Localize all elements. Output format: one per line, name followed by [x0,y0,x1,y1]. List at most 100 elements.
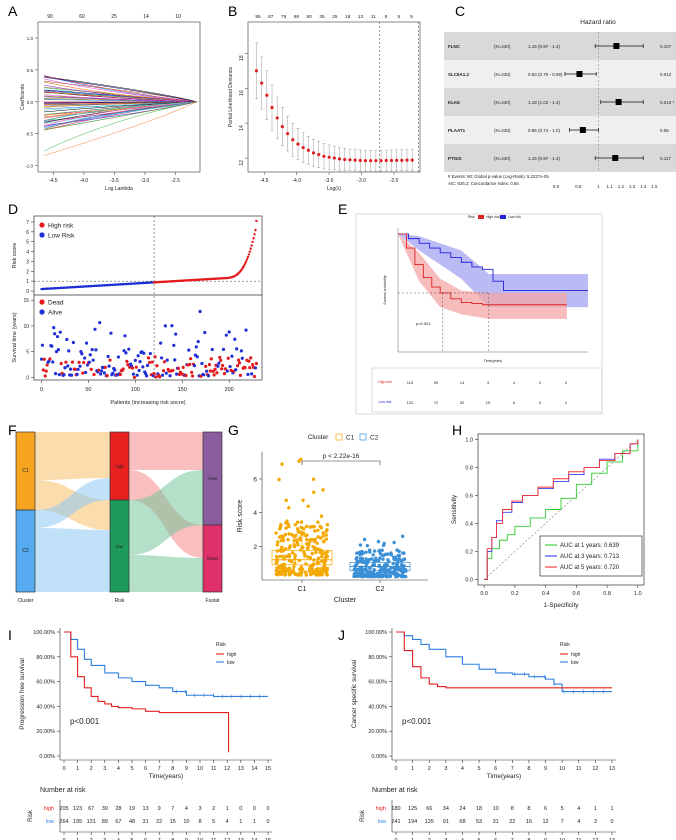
panel-d-status-point [69,373,74,377]
panel-d-status-point [188,362,192,366]
panel-g-point [372,549,377,553]
panel-g-point [304,573,308,577]
panel-h-ytick-label: 0.6 [465,494,473,500]
panel-c-xtick-label: 0.8 [575,184,582,189]
panel-c-hr-box [613,43,620,49]
panel-i-risk-cell: 15 [170,819,176,825]
panel-g-point [287,524,291,529]
panel-g-point [292,565,296,569]
panel-j-ytick-label: 80.00% [368,655,387,661]
panel-i-ytick-label: 100.00% [33,630,55,636]
panel-j-pvalue: p<0.001 [402,717,432,726]
panel-g-point [286,537,290,542]
panel-j-risk-cell: 1 [610,806,613,812]
panel-d-status-point [160,373,165,377]
panel-a-coef-path [44,81,197,103]
panel-d-xtick-label: 50 [85,387,91,393]
panel-i-xtick-label: 0 [62,766,65,772]
panel-h-ytick-label: 0.8 [465,466,473,472]
panel-d-status-point [206,374,211,378]
panel-i-risk-cell: 10 [183,819,189,825]
panel-e-table-cell: 15 [486,400,491,405]
panel-c-hr-box [615,99,622,105]
panel-g-point [402,551,406,555]
panel-d-status-point [122,349,126,353]
panel-d-status-point [251,363,255,367]
panel-a-coef-path [44,77,197,103]
panel-b-xtick-label: -4.5 [260,178,269,184]
panel-j-ytick-label: 20.00% [368,729,387,735]
panel-i-risk-cell: 48 [129,819,135,825]
panel-d-status-point [223,367,228,371]
panel-i-risk-cell: 195 [73,819,82,825]
panel-g-point [364,550,368,554]
panel-d-status-point [113,368,117,372]
panel-d-status-point [158,375,162,379]
panel-e: p<0.001 Risk High risk Low risk Survival pro… [355,213,603,415]
panel-d-status-point [207,363,212,367]
panel-j-risk-cell: 12 [542,819,548,825]
panel-g-point [280,570,284,574]
panel-g-point [295,538,299,542]
panel-a-coef-path [44,78,197,103]
panel-g-point [367,548,372,552]
panel-d-ytick-label: 5 [26,240,29,246]
panel-g-point [291,568,295,572]
panel-g-point [287,546,292,550]
panel-d-xtick-label: 0 [40,387,43,393]
panel-g-legend-title: Cluster [308,434,329,441]
panel-j-risk-axis-label: Risk [360,809,366,822]
panel-e-legend-label: Low risk [508,215,521,219]
panel-f-node-label: Dead [207,556,218,561]
panel-i-risk-xtick-label: 11 [211,838,217,840]
panel-d-status-point [187,348,191,352]
panel-c-xtick-label: 1.2 [618,184,625,189]
panel-g-point [292,535,297,539]
panel-b-point [327,155,331,159]
panel-g-point [311,524,315,529]
panel-j-risk-cell: 3 [594,819,597,825]
panel-c-xtick-label: 0.5 [553,184,560,189]
panel-d-status-point [171,368,175,372]
panel-i-risk-xtick-label: 13 [238,838,244,840]
panel-g-point [281,535,285,539]
panel-i-risk-cell: 0 [266,819,269,825]
panel-d-status-point [102,371,106,375]
panel-d-status-point [135,373,139,377]
panel-f-flow [35,478,110,528]
panel-d-status-point [163,324,167,328]
panel-j-risk-xtick-label: 13 [609,838,615,840]
panel-d-status-point [68,367,73,371]
panel-g-point [325,573,329,577]
panel-g-point [310,571,314,576]
panel-i-risk-cell: 205 [59,806,68,812]
panel-i-risk-xtick-label: 9 [185,838,188,840]
panel-j-risk-xtick-label: 1 [411,838,414,840]
panel-e-table-cell: 115 [407,380,414,385]
panel-c-p-text: 0.013 * [660,100,675,105]
panel-b-top-tick: 5 [410,14,413,20]
panel-j-risk-label: high [376,806,386,812]
panel-i-risk-cell: 22 [156,819,162,825]
panel-d-status-point [209,357,213,361]
panel-g-point [284,566,288,571]
panel-a-xtick-label: -4.5 [49,178,58,184]
panel-d-status-point [59,361,63,366]
panel-e-table-label: Low risk [379,400,392,404]
panel-g-point [378,551,383,556]
panel-d-status-point [105,374,109,378]
panel-b-point [275,116,279,120]
panel-d-status-point [111,371,115,375]
panel-i-xtick-label: 5 [130,766,133,772]
panel-d-status-point [123,334,127,338]
panel-g-point [278,535,283,539]
panel-b-point [348,158,352,162]
panel-i-ytick-label: 40.00% [36,704,55,710]
panel-d-status-point [192,364,197,368]
panel-j-xtick-label: 13 [609,766,615,772]
panel-g-point [321,568,326,572]
panel-e-legend-label: High risk [486,215,500,219]
panel-j-risk-xtick-label: 4 [461,838,464,840]
panel-d-status-point [50,344,54,348]
